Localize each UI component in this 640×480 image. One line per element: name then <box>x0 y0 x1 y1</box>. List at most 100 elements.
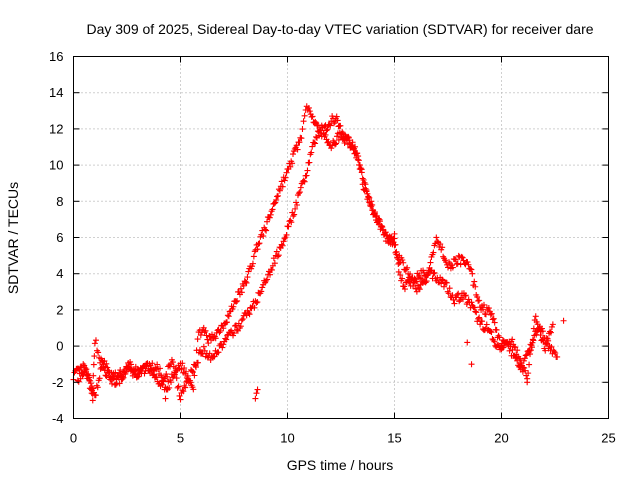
data-point <box>162 395 169 402</box>
data-point <box>527 351 534 358</box>
data-point <box>426 264 433 271</box>
data-point <box>88 390 95 397</box>
data-point <box>275 192 282 199</box>
data-point <box>239 316 246 323</box>
data-point <box>460 257 467 264</box>
data-point <box>532 313 539 320</box>
data-point <box>266 271 273 278</box>
y-axis-label: SDTVAR / TECUs <box>5 182 21 294</box>
data-point <box>329 142 336 149</box>
data-point <box>190 369 197 376</box>
data-point <box>355 157 362 164</box>
data-point <box>102 372 109 379</box>
data-point <box>92 337 99 344</box>
data-point <box>200 343 207 350</box>
data-point <box>517 366 524 373</box>
data-point <box>253 299 260 306</box>
data-point <box>476 314 483 321</box>
data-point <box>496 334 503 341</box>
x-tick-label: 20 <box>494 431 508 446</box>
data-point <box>242 278 249 285</box>
data-point <box>322 131 329 138</box>
data-point <box>551 348 558 355</box>
data-point <box>258 288 265 295</box>
data-point <box>423 278 430 285</box>
data-point <box>296 189 303 196</box>
data-point <box>245 309 252 316</box>
data-point <box>181 365 188 371</box>
data-point <box>267 211 274 218</box>
data-point <box>87 377 94 384</box>
data-point <box>255 240 262 247</box>
data-point <box>529 336 536 343</box>
data-point <box>219 344 226 351</box>
data-point <box>521 355 528 362</box>
data-point <box>252 395 259 402</box>
data-point <box>90 361 97 368</box>
data-point <box>333 133 340 140</box>
data-point <box>300 177 307 184</box>
data-point <box>299 126 306 133</box>
data-point <box>524 379 531 386</box>
data-point <box>103 373 110 380</box>
data-point <box>547 328 554 335</box>
data-point <box>493 326 500 333</box>
data-point <box>535 325 542 332</box>
data-point <box>534 321 541 328</box>
data-point <box>306 159 313 166</box>
data-point <box>468 266 475 273</box>
x-axis-label: GPS time / hours <box>287 457 394 473</box>
y-tick-label: 12 <box>49 121 63 136</box>
data-point <box>353 150 360 157</box>
data-point <box>266 214 273 221</box>
data-point <box>386 233 393 240</box>
data-point <box>549 321 556 328</box>
data-point <box>416 272 423 279</box>
data-point <box>301 112 308 119</box>
data-point <box>372 210 379 217</box>
data-point <box>154 361 161 368</box>
data-point <box>479 318 486 325</box>
data-point <box>433 234 440 241</box>
data-point <box>545 337 552 344</box>
y-tick-label: 10 <box>49 158 63 173</box>
data-point <box>104 364 111 371</box>
data-point <box>172 367 179 374</box>
data-point <box>452 256 459 263</box>
data-point <box>430 270 437 277</box>
data-point <box>517 356 524 363</box>
data-point <box>112 381 119 388</box>
data-point <box>341 140 348 147</box>
data-point <box>455 252 462 259</box>
data-point <box>276 187 283 194</box>
data-point <box>337 122 344 129</box>
y-tick-label: 8 <box>56 194 63 209</box>
data-point <box>264 276 271 283</box>
data-point <box>459 296 466 303</box>
data-point <box>506 347 513 354</box>
data-point <box>275 252 282 259</box>
data-point <box>345 133 352 140</box>
data-point <box>285 223 292 230</box>
data-point <box>451 300 458 307</box>
data-point <box>309 113 316 120</box>
data-point <box>537 332 544 339</box>
data-point <box>474 293 481 300</box>
data-point <box>445 290 452 297</box>
data-point <box>179 360 186 367</box>
data-point <box>333 140 340 147</box>
data-point <box>91 391 98 398</box>
data-point <box>282 174 289 181</box>
data-point <box>391 230 398 237</box>
data-point <box>525 370 532 377</box>
data-point <box>346 137 353 144</box>
data-point <box>189 368 196 375</box>
data-point <box>103 360 110 367</box>
data-point <box>454 260 461 267</box>
data-point <box>471 278 478 285</box>
data-point <box>459 254 466 261</box>
data-point <box>86 374 93 381</box>
data-point <box>128 361 135 368</box>
data-point <box>96 375 103 382</box>
data-point <box>443 279 450 286</box>
